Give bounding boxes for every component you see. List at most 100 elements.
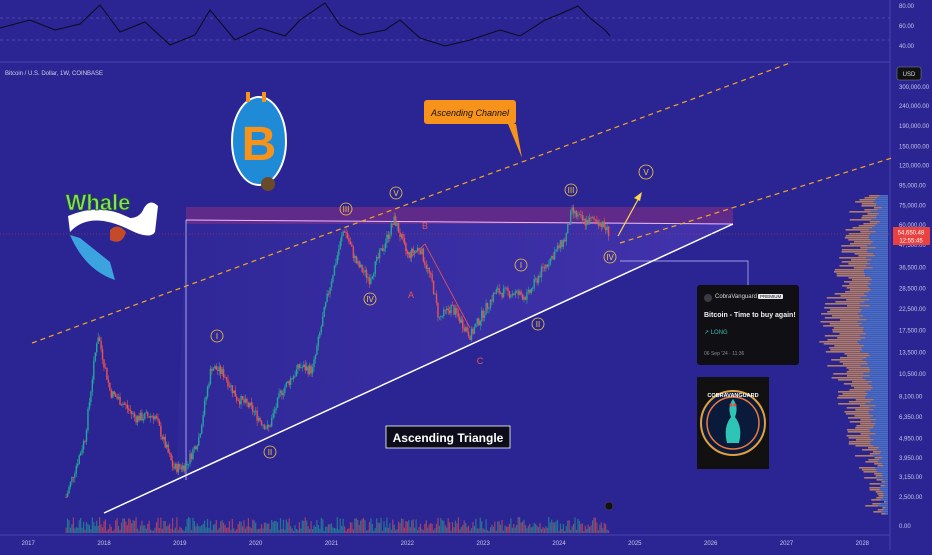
- volume-bar: [431, 523, 433, 533]
- candle-body: [112, 391, 114, 398]
- volume-profile-bar: [871, 259, 888, 261]
- candle-body: [135, 416, 137, 423]
- volume-profile-bar: [876, 223, 888, 225]
- currency-badge[interactable]: [896, 66, 922, 81]
- card-title: Bitcoin - Time to buy again!: [704, 312, 796, 319]
- abc-lines: [399, 231, 471, 329]
- volume-bar: [381, 530, 384, 533]
- volume-bar: [428, 524, 430, 533]
- volume-bar: [179, 526, 181, 533]
- candle-body: [488, 307, 490, 309]
- volume-profile-bar: [834, 293, 888, 295]
- volume-profile-bar: [848, 441, 888, 443]
- rsi-line: [0, 2, 611, 47]
- candle-body: [533, 279, 535, 289]
- candle-body: [145, 412, 147, 414]
- candle-body: [447, 308, 449, 311]
- candle-body: [539, 275, 541, 278]
- volume-profile-bar: [870, 369, 888, 371]
- volume-profile-bar: [846, 435, 888, 437]
- event-marker-icon[interactable]: [604, 501, 614, 511]
- y-tick-label: 300,000.00: [899, 85, 930, 91]
- volume-bar: [148, 520, 150, 533]
- candle-body: [377, 257, 379, 259]
- channel-callout[interactable]: Ascending Channel: [424, 100, 522, 158]
- volume-bar: [97, 525, 99, 533]
- volume-bar: [437, 517, 439, 533]
- volume-profile-bar: [862, 315, 888, 317]
- volume-profile-bar: [863, 373, 888, 375]
- candle-body: [389, 234, 391, 239]
- volume-profile-bar: [855, 427, 888, 429]
- volume-profile-bar: [842, 363, 888, 365]
- volume-bar: [316, 520, 318, 533]
- volume-bar: [90, 529, 92, 533]
- volume-bar: [260, 524, 263, 533]
- candle-body: [371, 276, 374, 279]
- volume-profile-bar: [873, 399, 888, 401]
- candle-body: [352, 246, 355, 259]
- volume-profile-bar: [869, 305, 888, 307]
- candle-body: [141, 412, 143, 421]
- volume-bar: [460, 526, 462, 533]
- candle-body: [583, 218, 585, 221]
- volume-profile-bar: [880, 499, 888, 501]
- candle-body: [237, 400, 239, 402]
- volume-bar: [564, 530, 566, 533]
- volume-profile-bar: [872, 387, 888, 389]
- candle-body: [307, 366, 309, 374]
- volume-bar: [409, 527, 411, 533]
- idea-card[interactable]: CobraVanguard PREMIUM Bitcoin - Time to …: [697, 285, 799, 365]
- volume-bar: [335, 528, 337, 533]
- volume-bar: [379, 522, 381, 533]
- volume-bar: [106, 530, 108, 533]
- candle-body: [403, 238, 406, 243]
- volume-bar: [463, 520, 465, 533]
- candle-body: [227, 379, 229, 387]
- candle-body: [580, 214, 582, 216]
- volume-bar: [459, 529, 461, 533]
- volume-profile-bar: [875, 491, 888, 493]
- volume-bar: [567, 520, 569, 533]
- volume-profile-bar: [876, 217, 888, 219]
- candle-body: [238, 401, 241, 405]
- volume-bar: [112, 530, 114, 533]
- candle-body: [545, 264, 547, 269]
- candle-body: [568, 224, 570, 225]
- rsi-tick-label: 80.00: [899, 4, 915, 10]
- volume-bar: [77, 527, 79, 533]
- x-tick-label: 2027: [780, 541, 794, 547]
- candle-body: [129, 409, 131, 412]
- volume-bar: [129, 519, 131, 533]
- volume-profile-bar: [879, 483, 888, 485]
- volume-profile-bar: [844, 237, 888, 239]
- triangle-callout[interactable]: Ascending Triangle: [385, 425, 511, 449]
- volume-profile-bar: [859, 335, 888, 337]
- volume-profile-bar: [866, 295, 888, 297]
- volume-profile-bar: [873, 427, 888, 429]
- volume-bar: [543, 528, 546, 533]
- candle-body: [591, 217, 594, 219]
- volume-profile-bar: [867, 213, 888, 215]
- candle-body: [230, 385, 232, 387]
- volume-profile-bar: [842, 285, 888, 287]
- candle-body: [170, 454, 172, 461]
- volume-profile-bar: [869, 489, 888, 491]
- candle-body: [106, 367, 108, 380]
- volume-bar: [199, 526, 201, 533]
- volume-bar: [529, 523, 531, 533]
- volume-bar: [438, 525, 441, 533]
- volume-bar: [466, 527, 468, 533]
- candle-body: [268, 424, 270, 427]
- volume-profile-bar: [859, 467, 888, 469]
- candle-body: [335, 263, 337, 266]
- candle-body: [606, 226, 608, 231]
- volume-profile-bar: [861, 205, 888, 207]
- candle-body: [126, 404, 129, 409]
- candle-body: [122, 403, 124, 405]
- volume-profile-bar: [869, 195, 888, 197]
- volume-profile-bar: [849, 219, 888, 221]
- volume-profile-bar: [869, 435, 888, 437]
- candle-body: [214, 366, 216, 369]
